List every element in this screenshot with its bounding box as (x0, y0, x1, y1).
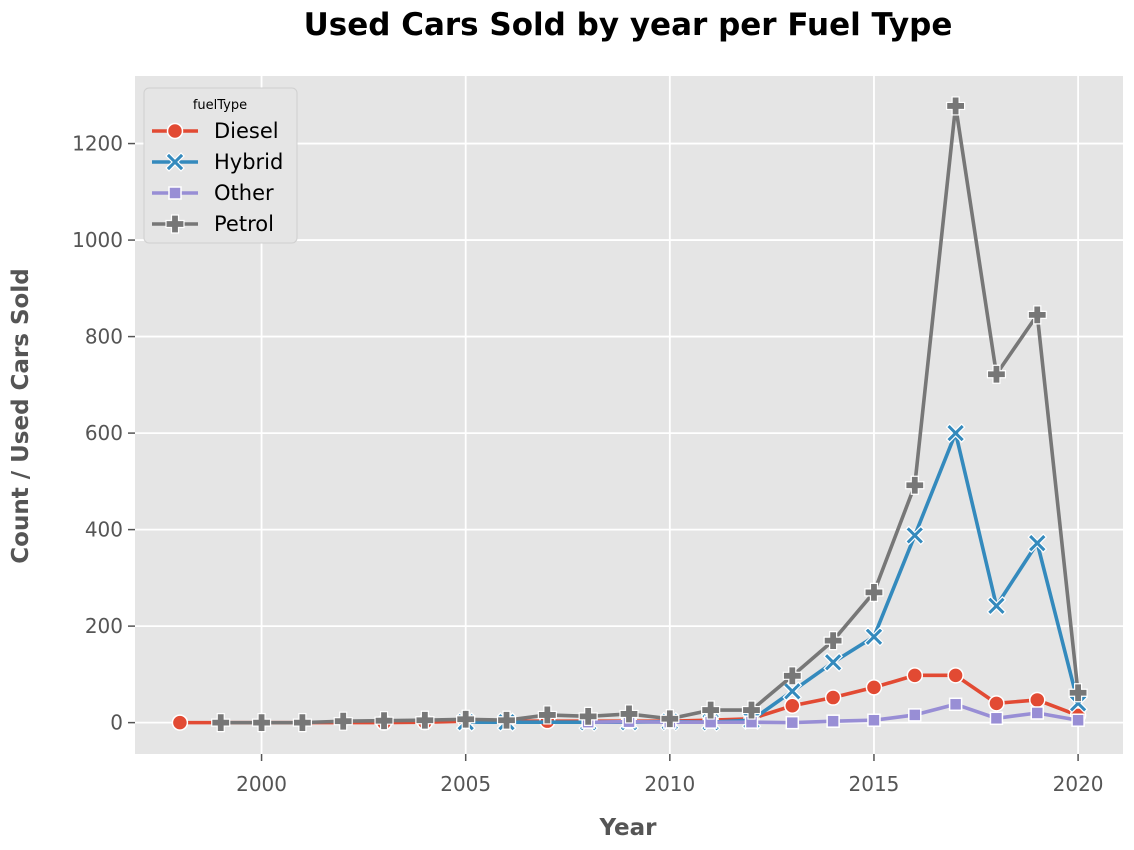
y-tick-label: 0 (110, 711, 123, 735)
data-point-petrol (415, 710, 435, 730)
data-point-other (1030, 706, 1045, 720)
data-point-petrol (782, 666, 802, 686)
data-point-hybrid (782, 681, 803, 702)
data-point-petrol (619, 704, 639, 724)
data-point-petrol (292, 713, 312, 733)
data-point-other (989, 711, 1004, 726)
x-axis-ticks: 2000 2005 2010 2015 2020 (236, 754, 1104, 796)
data-point-petrol (251, 713, 272, 733)
series-line-petrol (218, 104, 1080, 725)
data-point-diesel (865, 679, 883, 696)
data-point-diesel (1029, 691, 1046, 709)
legend-label-petrol: Petrol (214, 212, 274, 236)
data-point-other (948, 697, 963, 712)
data-point-petrol (660, 709, 680, 729)
data-point-diesel (906, 667, 924, 684)
x-axis-label: Year (598, 815, 657, 841)
data-point-hybrid (945, 423, 966, 443)
legend-marker-diesel (166, 122, 184, 140)
data-point-petrol (578, 706, 598, 726)
y-axis-label: Count / Used Cars Sold (8, 268, 34, 563)
data-point-hybrid (864, 626, 884, 647)
data-point-petrol (537, 705, 557, 725)
data-point-petrol (333, 711, 353, 731)
legend-title: fuelType (193, 98, 247, 113)
data-point-petrol (864, 582, 884, 602)
y-tick-label: 200 (85, 614, 123, 638)
data-point-other (826, 714, 840, 728)
x-tick-label: 2005 (440, 772, 491, 796)
data-point-petrol (986, 364, 1007, 384)
data-point-petrol (1027, 305, 1047, 325)
data-point-hybrid (823, 652, 843, 673)
x-tick-label: 2000 (236, 772, 287, 796)
plot-area (135, 76, 1123, 754)
data-point-petrol (211, 713, 231, 733)
legend-box (143, 87, 298, 244)
data-point-diesel (784, 697, 801, 714)
data-point-other (785, 715, 800, 730)
legend-marker-petrol (165, 214, 185, 234)
data-point-other (867, 713, 881, 727)
data-point-petrol (946, 96, 966, 116)
x-tick-label: 2010 (644, 772, 695, 796)
y-tick-label: 800 (85, 325, 123, 349)
y-tick-label: 600 (85, 421, 123, 445)
x-tick-label: 2020 (1053, 772, 1104, 796)
data-point-other (1071, 713, 1085, 727)
data-point-diesel (988, 695, 1005, 712)
y-tick-label: 400 (85, 518, 123, 542)
data-point-petrol (741, 700, 762, 720)
legend-label-hybrid: Hybrid (214, 150, 283, 174)
data-point-hybrid (904, 525, 925, 546)
y-tick-label: 1200 (72, 132, 123, 156)
data-point-hybrid (1027, 533, 1048, 553)
chart-title: Used Cars Sold by year per Fuel Type (304, 7, 953, 43)
data-point-diesel (824, 689, 842, 706)
legend-label-diesel: Diesel (214, 119, 279, 143)
data-point-petrol (905, 475, 925, 495)
data-point-diesel (171, 714, 189, 731)
data-point-hybrid (986, 596, 1007, 616)
data-point-petrol (701, 700, 721, 720)
data-point-diesel (947, 667, 964, 684)
data-point-petrol (1068, 683, 1088, 703)
legend-marker-hybrid (165, 152, 185, 172)
x-tick-label: 2015 (849, 772, 900, 796)
data-point-petrol (823, 630, 843, 651)
legend: fuelType Diesel Hybrid Other Petrol (143, 87, 298, 244)
data-point-other (908, 708, 922, 722)
series-layer (171, 96, 1088, 733)
legend-marker-other (168, 186, 182, 200)
series-petrol (211, 96, 1088, 733)
data-point-petrol (496, 710, 517, 730)
legend-label-other: Other (214, 181, 274, 205)
y-axis-ticks: 0 200 400 600 800 1000 1200 (72, 132, 135, 735)
data-point-petrol (456, 709, 476, 729)
data-point-petrol (374, 711, 394, 731)
y-tick-label: 1000 (72, 228, 123, 252)
